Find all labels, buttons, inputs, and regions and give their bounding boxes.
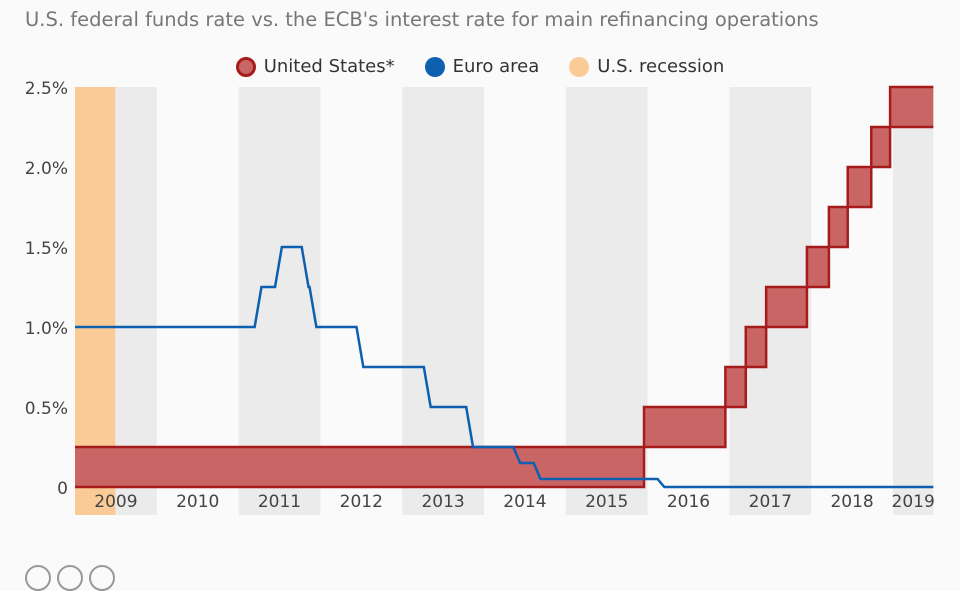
y-tick-label: 1.5% [25, 239, 68, 259]
legend-item-euro: Euro area [424, 56, 540, 77]
legend-swatch-us [235, 56, 256, 77]
x-tick-label: 2015 [585, 492, 628, 512]
noderivs-icon [89, 565, 115, 591]
legend-swatch-recession [569, 56, 590, 77]
x-tick-label: 2014 [503, 492, 546, 512]
legend-item-recession: U.S. recession [569, 56, 724, 77]
attribution-icon [57, 565, 83, 591]
x-tick-label: 2011 [258, 492, 301, 512]
us-upper-line [75, 85, 934, 449]
x-tick-label: 2010 [176, 492, 219, 512]
legend: United States* Euro area U.S. recession [0, 56, 960, 77]
legend-label-us: United States* [263, 56, 395, 77]
year-band [402, 87, 484, 515]
x-tick-label: 2009 [94, 492, 137, 512]
license-icon [25, 565, 51, 591]
year-band [893, 87, 934, 515]
x-tick-label: 2018 [830, 492, 873, 512]
x-tick-label: 2013 [421, 492, 464, 512]
year-band [565, 87, 648, 515]
chart-subtitle: U.S. federal funds rate vs. the ECB's in… [25, 8, 819, 31]
chart: 0 0.5% 1.0% 1.5% 2.0% 2.5% 2009 2010 2011 2012 201… [25, 79, 935, 515]
legend-item-us: United States* [235, 56, 395, 77]
x-tick-label: 2012 [340, 492, 383, 512]
legend-label-recession: U.S. recession [597, 56, 725, 77]
y-tick-label: 0 [57, 479, 68, 499]
legend-label-euro: Euro area [452, 56, 540, 77]
legend-swatch-euro [424, 56, 445, 77]
x-tick-label: 2017 [749, 492, 792, 512]
y-tick-label: 1.0% [25, 319, 68, 339]
us-lower-line [75, 125, 934, 489]
y-tick-label: 0.5% [25, 399, 68, 419]
x-tick-label: 2019 [892, 492, 935, 512]
y-tick-label: 2.0% [25, 159, 68, 179]
year-band [238, 87, 321, 515]
recession-band [75, 87, 116, 515]
footer-icons [25, 565, 115, 591]
euro-rate-line [75, 245, 934, 489]
x-tick-label: 2016 [667, 492, 710, 512]
y-tick-label: 2.5% [25, 79, 68, 99]
